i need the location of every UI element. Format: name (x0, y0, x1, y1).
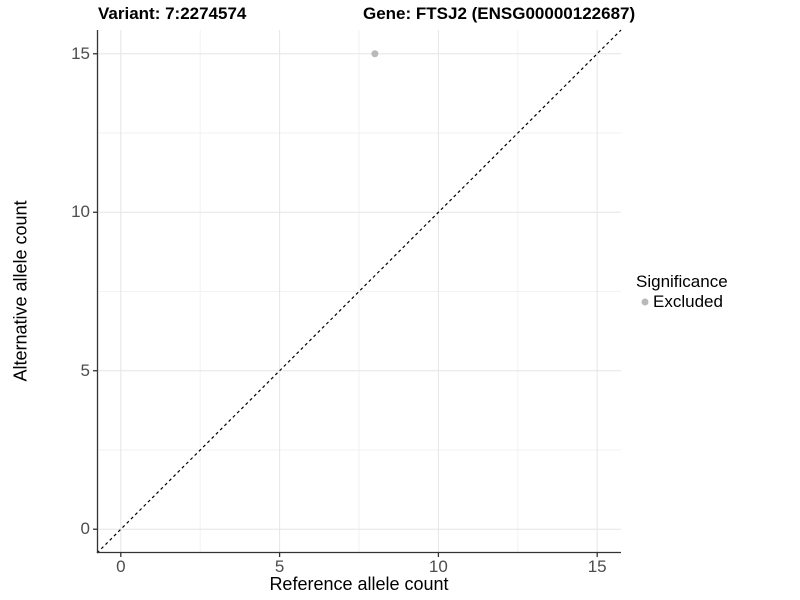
x-axis-title: Reference allele count (269, 574, 449, 594)
legend-entry-label: Excluded (653, 292, 723, 311)
legend-title: Significance (636, 272, 728, 291)
plot-title-gene: Gene: FTSJ2 (ENSG00000122687) (363, 4, 636, 23)
plot-canvas (93, 29, 622, 557)
legend: Significance Excluded (636, 271, 728, 312)
x-tick-label: 15 (587, 557, 607, 576)
plot-panel (93, 29, 622, 557)
legend-key (636, 294, 653, 311)
y-tick-label: 15 (71, 43, 90, 63)
y-tick-label: 5 (80, 360, 90, 380)
plot-title-variant: Variant: 7:2274574 (98, 4, 247, 23)
y-tick-label: 0 (80, 519, 90, 539)
data-point (371, 50, 379, 58)
excluded-point-icon (641, 298, 648, 306)
legend-entry-excluded: Excluded (636, 292, 728, 312)
y-tick-label: 10 (71, 202, 90, 222)
x-tick-label: 5 (274, 557, 285, 576)
x-tick-label: 0 (116, 557, 126, 576)
x-tick-label: 10 (428, 557, 448, 576)
y-axis-title: Alternative allele count (10, 200, 31, 382)
